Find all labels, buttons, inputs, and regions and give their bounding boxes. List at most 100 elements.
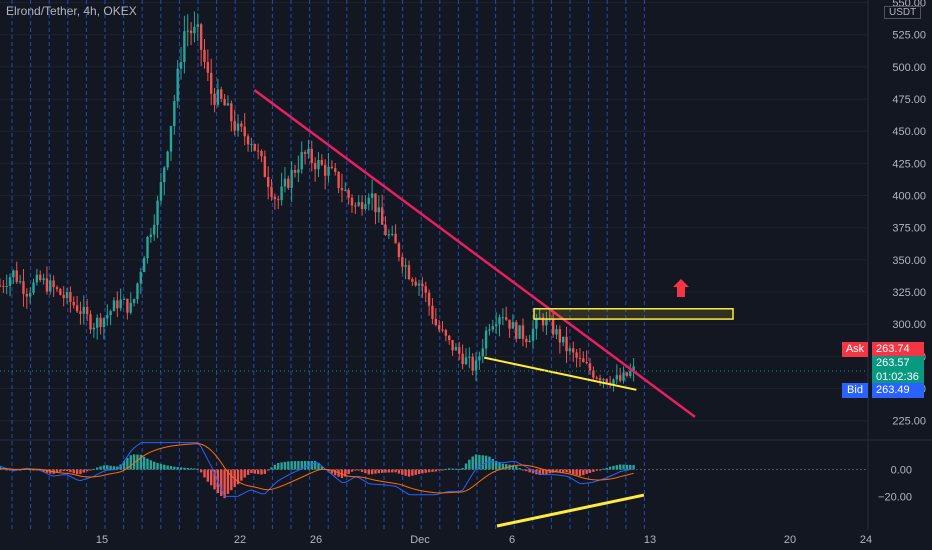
time-tick-label: 6 xyxy=(509,534,515,546)
candle-body xyxy=(320,160,324,165)
candle-body xyxy=(49,280,52,292)
macd-histogram-bar xyxy=(277,462,280,470)
candle-body xyxy=(521,325,525,339)
candle-body xyxy=(156,200,159,225)
chart-title: Elrond/Tether, 4h, OKEX xyxy=(6,4,137,18)
candle-body xyxy=(166,151,169,168)
candle-body xyxy=(85,306,89,315)
candle-body xyxy=(501,317,505,319)
macd-histogram-bar xyxy=(0,466,2,470)
macd-histogram-bar xyxy=(608,466,612,470)
candle-body xyxy=(448,335,451,341)
candle-body xyxy=(598,377,602,381)
last-price-value: 263.57 xyxy=(872,356,924,371)
candle-body xyxy=(394,233,397,244)
macd-histogram-bar xyxy=(397,469,401,474)
candle-body xyxy=(511,322,515,329)
resistance-zone xyxy=(533,308,734,320)
candle-body xyxy=(407,265,411,280)
candle-body xyxy=(538,317,541,319)
candle-body xyxy=(360,202,364,210)
candle-body xyxy=(558,329,562,343)
macd-histogram-bar xyxy=(424,469,427,473)
macd-histogram-bar xyxy=(632,465,635,470)
candle-body xyxy=(618,375,622,381)
macd-histogram-bar xyxy=(273,464,277,470)
macd-histogram-bar xyxy=(357,469,360,471)
candle-body xyxy=(126,298,129,313)
macd-divergence-line xyxy=(496,493,645,528)
candle-body xyxy=(129,302,132,313)
macd-histogram-bar xyxy=(434,469,438,472)
macd-histogram-bar xyxy=(163,464,166,470)
macd-histogram-bar xyxy=(598,469,602,471)
macd-histogram-bar xyxy=(394,469,397,473)
macd-histogram-bar xyxy=(367,469,370,475)
macd-histogram-bar xyxy=(347,469,350,474)
macd-histogram-bar xyxy=(572,469,575,475)
macd-histogram-bar xyxy=(179,467,183,470)
candle-body xyxy=(280,186,283,201)
candle-body xyxy=(592,370,595,378)
price-tick-label: 525.00 xyxy=(892,30,926,42)
ask-value: 263.74 xyxy=(872,342,924,357)
candle-body xyxy=(350,197,354,206)
candle-body xyxy=(374,193,377,213)
macd-histogram-bar xyxy=(364,469,367,474)
macd-histogram-bar xyxy=(562,469,565,473)
macd-histogram-bar xyxy=(280,462,283,470)
currency-badge[interactable]: USDT xyxy=(884,6,922,19)
price-tick-label: 325.00 xyxy=(892,287,926,299)
candle-body xyxy=(347,190,350,198)
macd-histogram-bar xyxy=(156,462,159,470)
candle-body xyxy=(263,156,267,177)
candle-body xyxy=(112,300,116,312)
macd-histogram-bar xyxy=(263,469,267,474)
macd-histogram-bar xyxy=(290,461,293,470)
macd-histogram-bar xyxy=(417,469,421,475)
candle-body xyxy=(132,299,136,303)
candle-body xyxy=(42,278,45,281)
macd-histogram-bar xyxy=(92,468,96,470)
candle-body xyxy=(478,356,481,361)
price-tick-label: 425.00 xyxy=(892,158,926,170)
macd-histogram-bar xyxy=(18,469,22,471)
candle-body xyxy=(277,199,280,201)
macd-histogram-bar xyxy=(246,469,250,475)
macd-histogram-bar xyxy=(545,469,548,475)
macd-histogram-bar xyxy=(602,468,605,470)
macd-histogram-bar xyxy=(391,469,394,473)
candle-body xyxy=(327,166,330,176)
macd-histogram-bar xyxy=(109,465,112,470)
candle-body xyxy=(223,98,226,106)
candle-body xyxy=(139,272,142,284)
candle-body xyxy=(163,167,166,183)
candle-body xyxy=(8,277,12,286)
macd-histogram-bar xyxy=(173,466,176,470)
candle-body xyxy=(230,103,233,122)
candle-body xyxy=(136,283,139,300)
candle-body xyxy=(310,149,313,164)
candle-body xyxy=(357,202,360,206)
candle-body xyxy=(330,166,334,169)
macd-tick-label: −20.00 xyxy=(878,491,912,503)
time-tick-label: 20 xyxy=(784,534,796,546)
macd-histogram-bar xyxy=(494,460,498,470)
macd-histogram-bar xyxy=(55,469,59,473)
macd-histogram-bar xyxy=(79,469,82,475)
macd-histogram-bar xyxy=(313,460,317,470)
macd-histogram-bar xyxy=(511,465,515,470)
macd-histogram-bar xyxy=(350,469,354,472)
time-tick-label: 13 xyxy=(644,534,656,546)
candle-body xyxy=(146,237,149,259)
candle-body xyxy=(240,123,243,127)
macd-histogram-bar xyxy=(501,463,505,470)
macd-histogram-bar xyxy=(32,469,35,471)
macd-histogram-bar xyxy=(203,469,206,478)
macd-histogram-bar xyxy=(334,469,337,476)
candle-body xyxy=(65,292,69,299)
candle-body xyxy=(414,281,417,286)
macd-histogram-bar xyxy=(525,469,528,472)
